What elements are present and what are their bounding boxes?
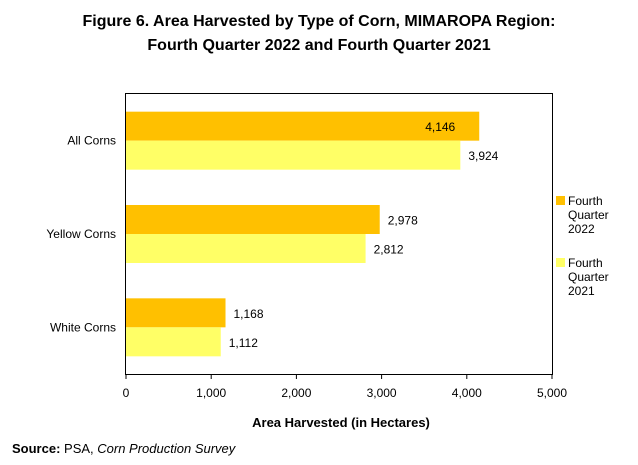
source-note: Source: PSA, Corn Production Survey [12,441,235,456]
category-label: White Corns [50,320,116,334]
bar-2021 [126,140,461,170]
data-label: 3,924 [468,149,498,163]
x-tick-label: 1,000 [196,386,226,400]
bar-2022 [126,298,226,328]
plot-area [125,93,553,375]
bar-2022 [126,111,480,141]
legend-label-2021: Fourth Quarter 2021 [568,256,609,298]
category-label: All Corns [67,134,116,148]
bar-2022 [126,205,380,234]
chart-title-line1: Figure 6. Area Harvested by Type of Corn… [82,13,556,30]
chart-title: Figure 6. Area Harvested by Type of Corn… [0,10,638,58]
x-tick-label: 2,000 [281,386,311,400]
legend-label-2022: Fourth Quarter 2022 [568,194,609,236]
x-tick-label: 5,000 [537,386,567,400]
x-tick-label: 3,000 [367,386,397,400]
data-label: 1,168 [234,307,264,321]
legend-swatch-2022 [556,196,565,205]
chart-title-line2: Fourth Quarter 2022 and Fourth Quarter 2… [147,37,491,54]
category-label: Yellow Corns [46,227,116,241]
source-label: Source: [12,441,61,456]
data-label: 4,146 [425,120,455,134]
x-axis-title: Area Harvested (in Hectares) [252,415,430,430]
source-survey: Corn Production Survey [97,441,236,456]
x-tick-label: 4,000 [452,386,482,400]
data-label: 2,812 [374,243,404,257]
data-label: 1,112 [229,336,258,350]
source-text: PSA, [60,441,98,456]
x-tick-label: 0 [123,386,130,400]
data-label: 2,978 [388,214,418,228]
bar-2021 [126,327,221,357]
legend-swatch-2021 [556,258,565,267]
bar-2021 [126,234,366,263]
